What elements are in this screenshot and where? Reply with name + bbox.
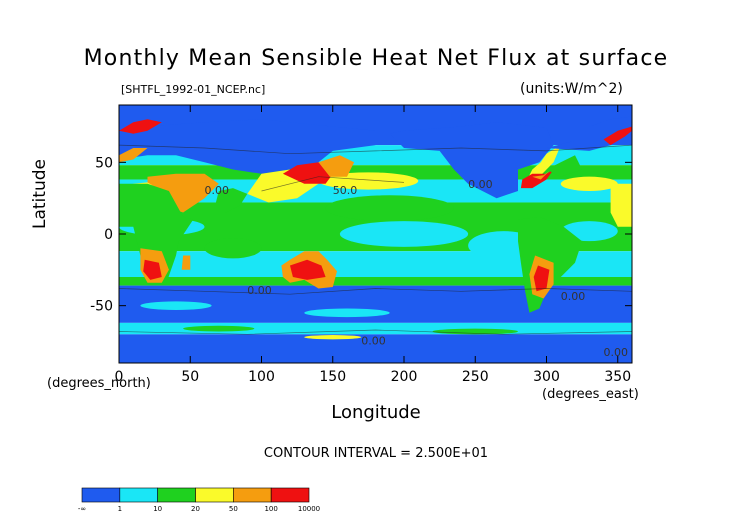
y-tick-label--50: -50 (90, 299, 113, 315)
contour-line-0 (118, 144, 633, 155)
contour-label-3: 0.00 (247, 284, 272, 297)
north-atlantic-yellow (560, 176, 618, 191)
file-tag: [SHTFL_1992-01_NCEP.nc] (121, 83, 266, 96)
barents-red (119, 119, 162, 134)
contour-label-4: 0.00 (561, 290, 586, 303)
india-green (215, 188, 248, 213)
north-pacific-trades (325, 195, 454, 222)
colorbar-label-2: 10 (153, 505, 162, 513)
antarctic-yellow (304, 335, 362, 340)
north-atlantic-green (546, 155, 583, 177)
contour-label-1: 50.0 (333, 184, 358, 197)
europe-orange (119, 148, 148, 163)
contour-line-2 (118, 329, 633, 335)
colorbar-label-4: 50 (229, 505, 238, 513)
colorbar-swatch-2 (157, 487, 196, 503)
y-tick-label-0: 0 (104, 227, 113, 243)
band-6 (119, 277, 632, 286)
gulf-stream-orange (532, 170, 550, 180)
colorbar-label-3: 20 (191, 505, 200, 513)
colorbar-swatch-3 (195, 487, 234, 503)
colorbar-swatch-0 (81, 487, 121, 503)
contour-label-0: 0.00 (205, 184, 230, 197)
contour-label-2: 0.00 (468, 178, 493, 191)
kuroshio-orange (318, 155, 355, 177)
x-tick-label-350: 350 (604, 369, 631, 385)
west-africa-yellow (610, 183, 632, 227)
contour-label-6: 0.00 (604, 346, 629, 359)
indian-ocean-green (204, 238, 262, 259)
north-america (389, 122, 554, 199)
contour-label-5: 0.00 (361, 334, 386, 347)
x-tick-label-250: 250 (462, 369, 489, 385)
eurasia (119, 119, 376, 174)
colorbar-swatch-4 (233, 487, 272, 503)
pacific-cold-tongue (339, 221, 469, 247)
madagascar (181, 255, 191, 270)
y-unit-label: (degrees_north) (47, 376, 151, 391)
contour-line-1 (118, 288, 633, 295)
x-axis-label: Longitude (331, 402, 421, 423)
southern-cyan-1 (140, 301, 212, 310)
southern-green-2 (183, 325, 255, 332)
contour-interval: CONTOUR INTERVAL = 2.500E+01 (263, 446, 489, 461)
x-tick-label-300: 300 (533, 369, 560, 385)
band-8 (119, 322, 632, 335)
kuroshio-red (282, 162, 333, 184)
x-tick-label-100: 100 (248, 369, 275, 385)
colorbar-label-0: -∞ (78, 505, 86, 513)
y-tick-label-50: 50 (95, 155, 113, 171)
x-tick-label-200: 200 (391, 369, 418, 385)
australia-red (290, 259, 326, 280)
colorbar-swatch-5 (270, 487, 310, 503)
colorbar-label-5: 100 (264, 505, 277, 513)
southern-africa-red (143, 259, 162, 280)
x-tick-label-0: 0 (115, 369, 124, 385)
x-unit-label: (degrees_east) (542, 387, 639, 402)
x-tick-label-50: 50 (181, 369, 199, 385)
colorbar-label-6: 10000 (298, 505, 320, 513)
units-label: (units:W/m^2) (520, 81, 623, 97)
colorbar-swatch-1 (119, 487, 158, 503)
south-america-red (533, 265, 550, 292)
norwegian-sea-red (603, 126, 632, 146)
africa (119, 183, 194, 285)
chart-title: Monthly Mean Sensible Heat Net Flux at s… (83, 46, 669, 71)
x-tick-label-150: 150 (319, 369, 346, 385)
contour-line-3 (261, 176, 405, 192)
southern-cyan-2 (304, 308, 390, 318)
colorbar-label-1: 1 (118, 505, 122, 513)
